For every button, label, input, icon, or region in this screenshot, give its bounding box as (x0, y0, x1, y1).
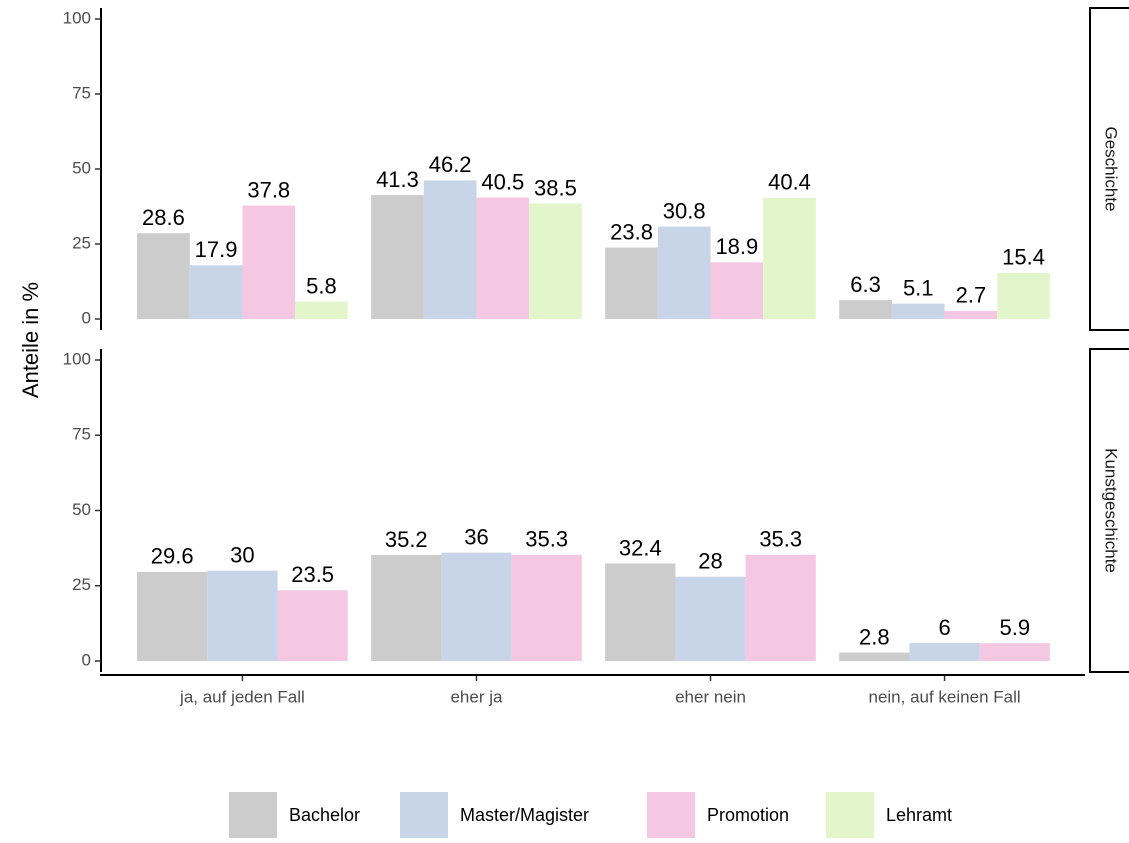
legend-label: Lehramt (886, 805, 952, 825)
data-label: 6 (938, 615, 950, 640)
bar (891, 303, 945, 319)
data-label: 5.1 (903, 276, 934, 301)
data-label: 41.3 (376, 167, 419, 192)
bar (839, 300, 892, 319)
data-label: 17.9 (195, 237, 238, 262)
bar (909, 642, 980, 661)
data-label: 32.4 (619, 535, 662, 560)
legend-key (647, 792, 695, 840)
data-label: 28.6 (142, 205, 185, 230)
data-label: 23.5 (291, 562, 334, 587)
data-label: 35.2 (385, 527, 428, 552)
data-label: 2.7 (956, 283, 987, 308)
legend-label: Master/Magister (460, 805, 589, 825)
y-tick-label: 100 (63, 349, 91, 368)
data-label: 18.9 (715, 234, 758, 259)
bar (189, 265, 243, 319)
y-tick-label: 25 (72, 575, 91, 594)
bar (763, 197, 816, 319)
y-tick-label: 0 (82, 308, 91, 327)
legend-label: Bachelor (289, 805, 360, 825)
data-label: 2.8 (859, 624, 890, 649)
data-label: 15.4 (1002, 245, 1045, 270)
bar (511, 554, 582, 661)
data-label: 37.8 (247, 177, 290, 202)
bar (441, 552, 512, 661)
bar (605, 563, 676, 661)
y-tick-label: 50 (72, 500, 91, 519)
facet-strip (1089, 7, 1129, 331)
y-tick-label: 50 (72, 158, 91, 177)
x-tick-label: eher ja (450, 687, 503, 706)
bar (657, 226, 711, 319)
bar (710, 262, 764, 319)
bar (137, 571, 208, 661)
bar (529, 203, 582, 319)
bar (207, 570, 278, 661)
bar (423, 180, 477, 319)
legend-key (229, 792, 277, 840)
data-label: 35.3 (759, 527, 802, 552)
data-label: 5.8 (306, 273, 337, 298)
bar (839, 652, 910, 661)
data-label: 30.8 (663, 198, 706, 223)
facet-label: Geschichte (1102, 126, 1121, 211)
bar (675, 576, 746, 661)
data-label: 30 (230, 543, 254, 568)
y-tick-label: 75 (72, 83, 91, 102)
data-label: 28 (698, 549, 722, 574)
data-label: 38.5 (534, 175, 577, 200)
y-tick-label: 100 (63, 8, 91, 27)
data-label: 40.4 (768, 170, 811, 195)
bar (371, 195, 424, 319)
bar (997, 272, 1050, 319)
data-label: 46.2 (429, 152, 472, 177)
bar (295, 301, 348, 319)
bar (277, 590, 348, 661)
legend-label: Promotion (707, 805, 789, 825)
bar (242, 205, 296, 319)
y-tick-label: 25 (72, 233, 91, 252)
y-tick-label: 75 (72, 425, 91, 444)
facet-label: Kunstgeschichte (1102, 448, 1121, 573)
bar (944, 310, 998, 319)
y-axis-label: Anteile in % (18, 282, 43, 398)
data-label: 6.3 (850, 272, 881, 297)
data-label: 23.8 (610, 219, 653, 244)
facet-strip (1089, 348, 1129, 673)
x-tick-label: nein, auf keinen Fall (868, 687, 1020, 706)
legend-key (826, 792, 874, 840)
legend-key (400, 792, 448, 840)
x-tick-label: ja, auf jeden Fall (179, 687, 305, 706)
bar (745, 554, 816, 661)
data-label: 36 (464, 524, 488, 549)
y-tick-label: 0 (82, 650, 91, 669)
data-label: 29.6 (151, 544, 194, 569)
bar (371, 555, 442, 661)
bar (605, 247, 658, 319)
x-tick-label: eher nein (675, 687, 746, 706)
bar (979, 643, 1050, 661)
bar (137, 233, 190, 319)
data-label: 40.5 (481, 169, 524, 194)
data-label: 5.9 (999, 615, 1030, 640)
data-label: 35.3 (525, 527, 568, 552)
bar (476, 197, 530, 319)
